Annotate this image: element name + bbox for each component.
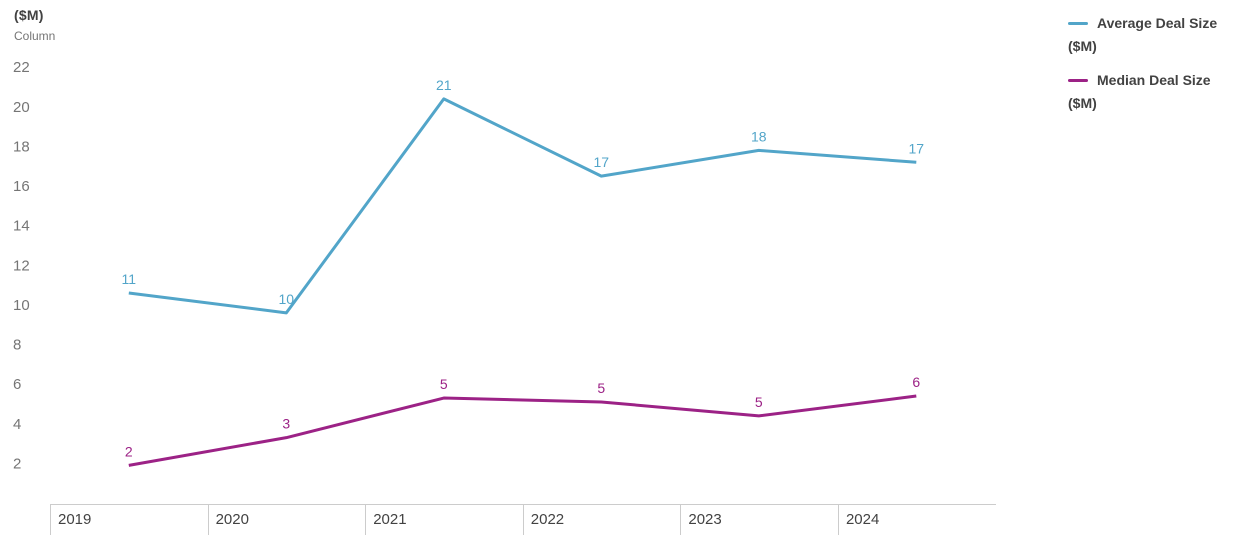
x-axis-label-2019: 2019 (50, 505, 208, 535)
legend-label-average: Average Deal Size ($M) (1068, 15, 1218, 54)
data-point-label: 5 (597, 380, 605, 396)
y-tick-label: 12 (13, 257, 30, 274)
legend-line-swatch-icon (1068, 78, 1088, 82)
x-axis-label-2021: 2021 (365, 505, 523, 535)
series-line-0 (128, 97, 917, 315)
y-tick-label: 8 (13, 337, 21, 354)
y-tick-label: 10 (13, 297, 30, 314)
data-point-label: 17 (909, 140, 925, 156)
series-line-1 (128, 394, 917, 467)
y-tick-label: 4 (13, 416, 21, 433)
data-point-label: 11 (122, 271, 137, 287)
legend-item-median-deal-size: Median Deal Size ($M) (1068, 69, 1233, 115)
y-tick-label: 18 (13, 138, 30, 155)
y-tick-label: 2 (13, 455, 21, 472)
x-axis: 2019 2020 2021 2022 2023 2024 (50, 504, 996, 535)
y-tick-label: 6 (13, 376, 21, 393)
legend-line-swatch-icon (1068, 21, 1088, 25)
y-axis-unit-label: ($M) (14, 7, 44, 23)
data-point-label: 5 (440, 376, 448, 392)
x-axis-label-2022: 2022 (522, 505, 681, 535)
legend-item-average-deal-size: Average Deal Size ($M) (1068, 12, 1233, 58)
legend-label-median: Median Deal Size ($M) (1068, 72, 1211, 111)
x-axis-label-2024: 2024 (837, 505, 996, 535)
legend: Average Deal Size ($M) Median Deal Size … (1068, 12, 1233, 126)
y-tick-label: 22 (13, 59, 30, 76)
data-point-label: 5 (755, 394, 763, 410)
data-point-label: 2 (125, 443, 133, 459)
data-point-label: 21 (436, 77, 452, 93)
data-point-label: 10 (279, 291, 295, 307)
data-point-label: 6 (912, 374, 920, 390)
axis-note-label: Column (14, 29, 56, 43)
x-axis-label-2020: 2020 (207, 505, 366, 535)
x-axis-label-2023: 2023 (680, 505, 838, 535)
y-tick-label: 16 (13, 178, 30, 195)
y-tick-label: 14 (13, 218, 30, 235)
data-point-label: 18 (751, 128, 767, 144)
data-point-label: 3 (282, 416, 290, 432)
y-axis-header: ($M) Column (14, 7, 55, 43)
data-point-label: 17 (594, 154, 610, 170)
y-tick-label: 20 (13, 99, 30, 116)
